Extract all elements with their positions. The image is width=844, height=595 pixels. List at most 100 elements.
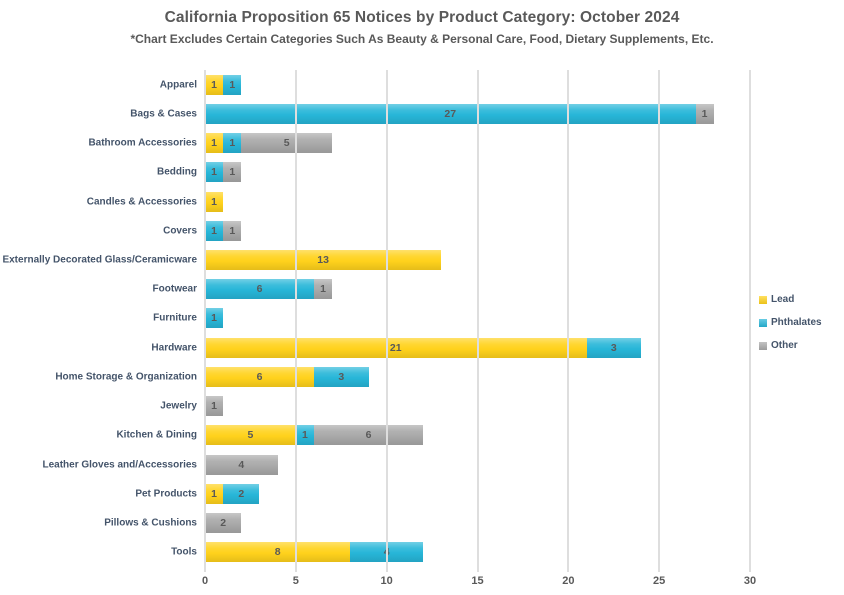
chart-row: Hardware 21 3	[151, 333, 750, 362]
stacked-bar: 1	[205, 396, 224, 417]
chart-row: Pillows & Cushions 2	[104, 509, 750, 538]
bar-segment-other: 1	[223, 162, 242, 183]
stacked-bar: 5 1 6	[205, 425, 423, 446]
segment-value-label: 1	[701, 107, 708, 120]
gridline	[476, 70, 479, 572]
stacked-bar: 2	[205, 513, 242, 534]
category-label: Candles & Accessories	[86, 196, 197, 208]
bar-segment-lead: 5	[205, 425, 296, 446]
segment-value-label: 1	[211, 166, 217, 179]
segment-value-label: 27	[444, 107, 457, 120]
stacked-bar: 84	[205, 542, 423, 563]
gridline	[385, 70, 388, 572]
category-label: Bags & Cases	[130, 108, 197, 120]
legend-label: Lead	[771, 294, 795, 305]
stacked-bar: 4	[205, 454, 278, 475]
bar-segment-lead: 1	[205, 191, 224, 212]
chart-row: Home Storage & Organization 6 3	[55, 362, 750, 391]
x-axis-tick-label: 15	[471, 575, 484, 587]
segment-value-label: 5	[247, 429, 254, 442]
segment-value-label: 6	[365, 429, 372, 442]
x-axis-tick-label: 25	[653, 575, 666, 587]
gridline	[567, 70, 570, 572]
chart-row: Furniture 1	[153, 304, 750, 333]
chart-row: Bedding 1 1	[157, 158, 750, 187]
plot-area: Apparel 1 1 Bags & Cases 27 1 Bathroom Accesso…	[2, 70, 756, 587]
chart-row: Footwear 6 1	[153, 275, 750, 304]
bar-segment-other: 6	[313, 425, 423, 446]
bar-segment-lead: 1	[205, 133, 224, 154]
segment-value-label: 1	[211, 78, 217, 91]
category-label: Tools	[171, 546, 197, 558]
bar-segment-lead: 21	[205, 337, 587, 358]
segment-value-label: 3	[610, 341, 617, 354]
stacked-bar: 1	[205, 191, 224, 212]
bar-segment-phthalates: 2	[223, 483, 260, 504]
category-label: Pillows & Cushions	[104, 517, 197, 529]
chart-row: Apparel 1 1	[160, 70, 750, 99]
stacked-bar: 13	[205, 250, 442, 271]
segment-value-label: 6	[256, 370, 263, 383]
bar-segment-phthalates: 3	[314, 366, 369, 387]
category-label: Leather Gloves and/Accessories	[42, 459, 197, 471]
legend-label: Other	[771, 340, 798, 351]
segment-value-label: 13	[317, 254, 329, 267]
segment-value-label: 2	[238, 487, 245, 500]
bar-segment-phthalates: 1	[205, 162, 224, 183]
segment-value-label: 4	[238, 458, 245, 471]
segment-value-label: 1	[229, 78, 236, 91]
legend-item-lead: Lead	[759, 294, 822, 305]
bar-segment-other: 1	[695, 103, 714, 124]
bar-segment-phthalates: 3	[586, 337, 641, 358]
chart-row: Covers 1 1	[163, 216, 750, 245]
category-label: Covers	[163, 225, 197, 237]
chart-row: Kitchen & Dining 5 1 6	[116, 421, 750, 450]
category-label: Apparel	[159, 79, 197, 91]
bar-segment-other: 1	[223, 220, 242, 241]
segment-value-label: 3	[338, 370, 345, 383]
bar-segment-other: 1	[314, 279, 333, 300]
gridline	[749, 70, 751, 572]
bar-segment-phthalates: 1	[295, 425, 314, 446]
stacked-bar: 1	[205, 308, 224, 329]
legend-label: Phthalates	[771, 317, 822, 328]
chart-title: California Proposition 65 Notices by Pro…	[164, 9, 680, 26]
segment-value-label: 1	[211, 400, 217, 413]
category-label: Furniture	[153, 312, 197, 324]
bar-segment-phthalates: 1	[205, 308, 224, 329]
stacked-bar: 27 1	[205, 103, 714, 124]
segment-value-label: 21	[389, 341, 402, 354]
x-axis-tick-label: 5	[292, 575, 299, 587]
x-axis-tick-label: 10	[380, 575, 393, 587]
segment-value-label: 1	[211, 312, 217, 325]
chart-row: Externally Decorated Glass/Ceramicware 13	[2, 245, 750, 274]
bar-segment-phthalates: 1	[223, 74, 242, 95]
bar-segment-other: 4	[205, 454, 278, 475]
category-label: Externally Decorated Glass/Ceramicware	[2, 254, 197, 266]
chart-row: Bags & Cases 27 1	[130, 99, 750, 128]
category-label: Hardware	[151, 342, 197, 354]
segment-value-label: 1	[229, 224, 236, 237]
chart-subtitle: *Chart Excludes Certain Categories Such …	[130, 32, 714, 46]
gridline	[204, 70, 206, 572]
chart-row: Bathroom Accessories 1 1 5	[88, 128, 750, 157]
segment-value-label: 1	[211, 137, 217, 150]
bar-segment-phthalates: 27	[205, 103, 696, 124]
stacked-bar: 21 3	[205, 337, 641, 358]
category-label: Kitchen & Dining	[116, 429, 197, 441]
segment-value-label: 6	[256, 283, 263, 296]
bar-segment-phthalates: 6	[205, 279, 314, 300]
segment-value-label: 2	[220, 517, 227, 530]
segment-value-label: 1	[301, 429, 308, 442]
x-axis-tick-label: 20	[562, 575, 575, 587]
chart-row: Leather Gloves and/Accessories 4	[42, 450, 750, 479]
x-axis: 0 5 10 15 20 25 30	[202, 567, 756, 592]
bar-segment-lead: 13	[205, 250, 442, 271]
bar-segment-lead: 6	[205, 366, 314, 387]
bar-segment-phthalates: 1	[223, 133, 242, 154]
